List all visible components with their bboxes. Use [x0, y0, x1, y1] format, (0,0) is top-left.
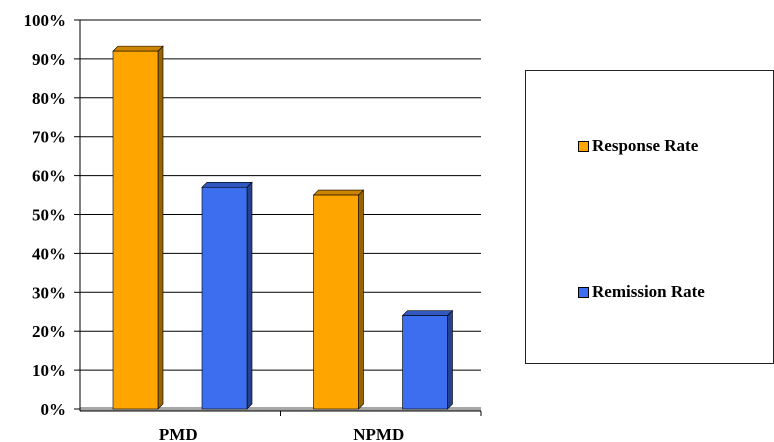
labels: 0% 10% 20% 30% 40% 50% 60% 70% 80% 90% 100% PMD NPMD	[24, 11, 405, 442]
bar-front	[112, 50, 159, 410]
bar-top	[312, 189, 365, 196]
axes	[74, 19, 482, 416]
bar-front	[402, 315, 448, 410]
bar-side	[246, 181, 253, 410]
y-tick-label: 0%	[41, 400, 67, 419]
bars	[112, 45, 454, 410]
y-tick-label: 40%	[32, 244, 66, 263]
y-tick-label: 70%	[32, 128, 66, 147]
legend-item-remission-rate: Remission Rate	[578, 282, 705, 302]
bar-top	[112, 45, 164, 52]
y-tick-label: 80%	[32, 89, 66, 108]
legend-swatch-remission-rate	[578, 286, 589, 298]
bar-side	[358, 189, 364, 410]
chart-floor	[80, 407, 481, 411]
y-tick-label: 10%	[32, 361, 66, 380]
legend: Response Rate Remission Rate	[525, 70, 774, 364]
y-tick-label: 30%	[32, 283, 66, 302]
x-category-label: PMD	[159, 425, 198, 442]
bar-remission-rate-npmd	[401, 309, 454, 410]
y-tick-label: 60%	[32, 167, 66, 186]
bar-response-rate-pmd	[112, 45, 164, 410]
y-tick-label: 100%	[24, 11, 67, 30]
legend-item-response-rate: Response Rate	[578, 136, 698, 156]
bar-top	[201, 181, 253, 188]
bar-front	[313, 194, 359, 410]
y-tick-label: 90%	[32, 50, 66, 69]
bar-side	[157, 45, 164, 410]
x-category-label: NPMD	[353, 425, 404, 442]
bar-response-rate-npmd	[312, 189, 365, 410]
bar-top	[401, 310, 454, 316]
legend-swatch-response-rate	[578, 140, 589, 152]
y-tick-label: 20%	[32, 322, 66, 341]
legend-label-response-rate: Response Rate	[592, 136, 699, 155]
legend-label-remission-rate: Remission Rate	[592, 282, 705, 301]
y-tick-label: 50%	[32, 206, 66, 225]
bar-front	[201, 186, 248, 410]
bar-side	[447, 309, 453, 410]
bar-remission-rate-pmd	[201, 181, 253, 410]
